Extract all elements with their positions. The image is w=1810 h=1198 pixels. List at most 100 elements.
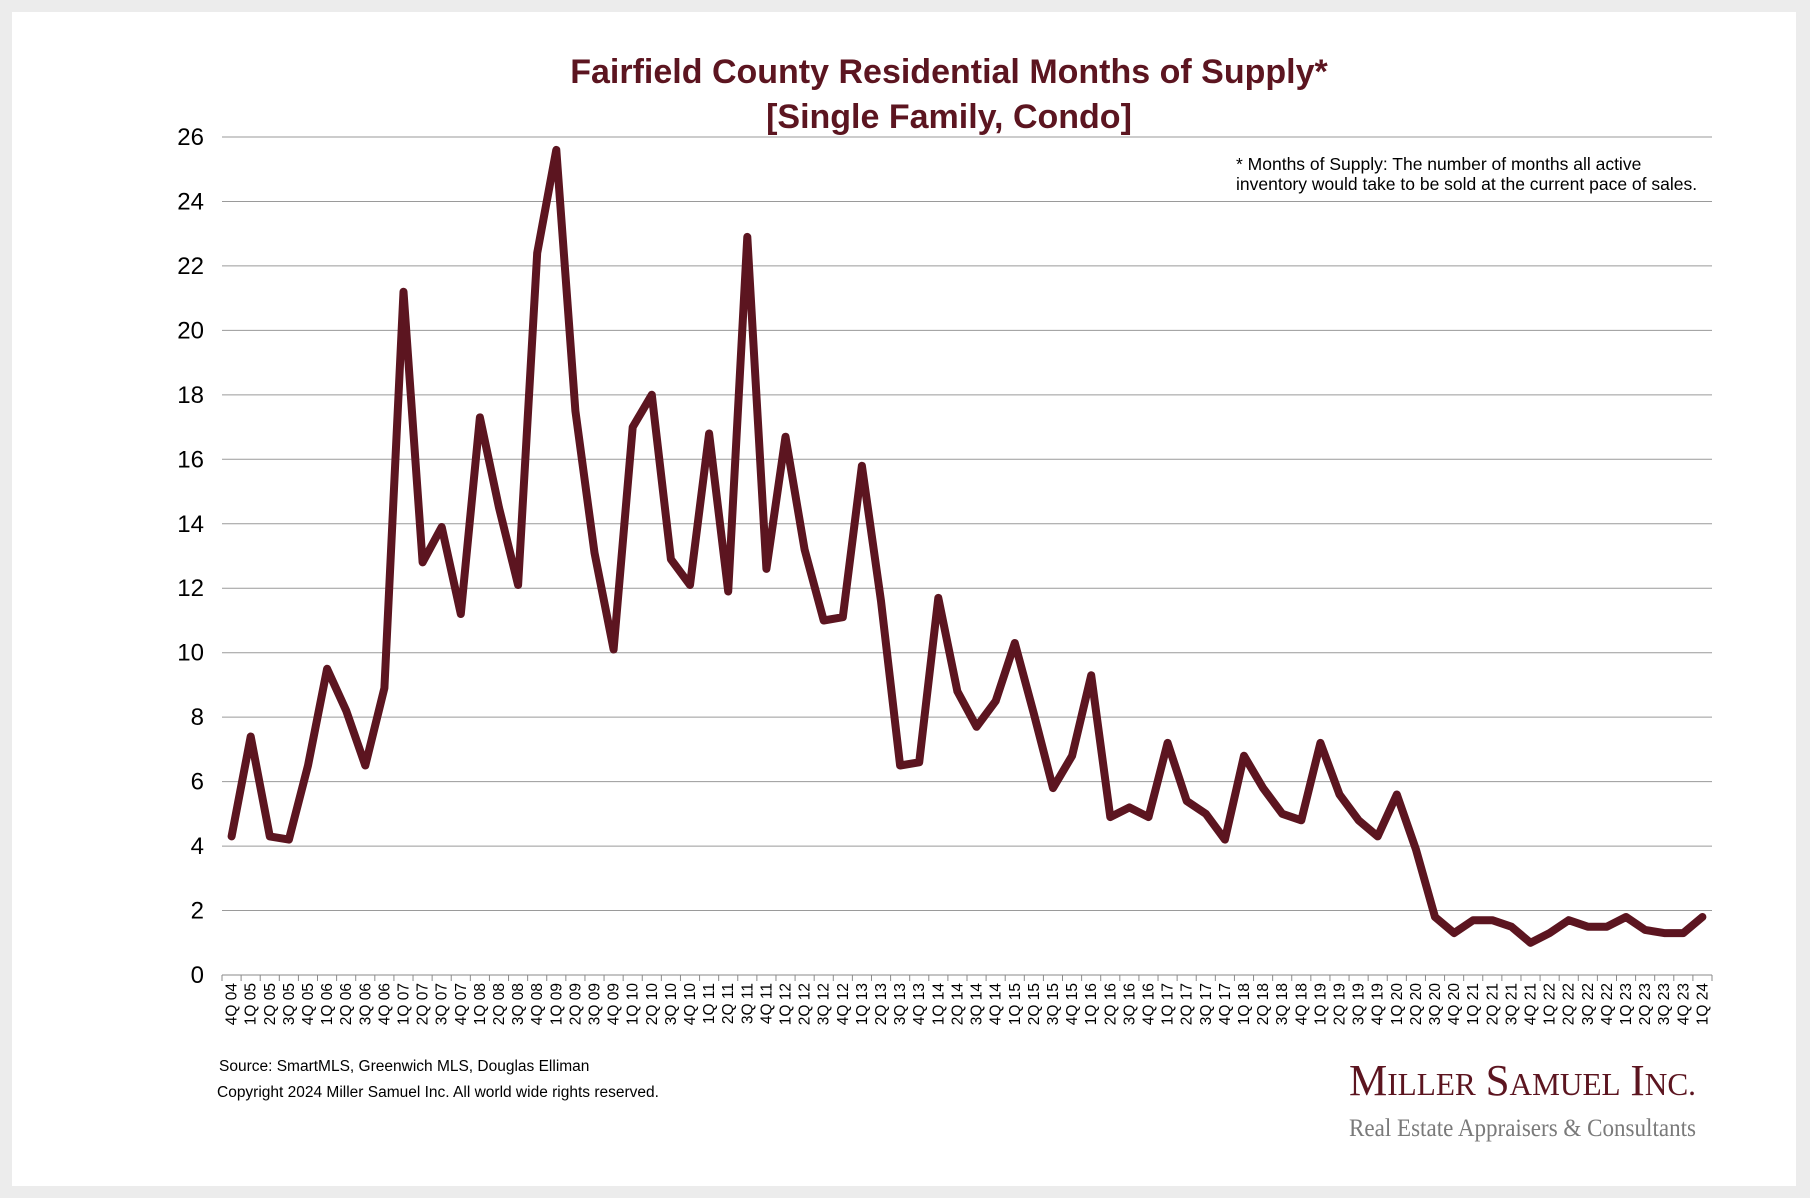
x-tick-label: 4Q 22 xyxy=(1599,983,1616,1025)
y-tick-label: 8 xyxy=(191,704,204,731)
data-point xyxy=(325,666,330,671)
data-point xyxy=(554,147,559,152)
x-tick-label: 3Q 11 xyxy=(739,983,756,1024)
x-tick-label: 1Q 22 xyxy=(1542,983,1559,1025)
x-tick-label: 1Q 08 xyxy=(472,983,489,1025)
data-point xyxy=(1337,792,1342,797)
x-tick-label: 4Q 10 xyxy=(682,983,699,1026)
chart-frame: Fairfield County Residential Months of S… xyxy=(12,12,1796,1186)
data-point xyxy=(1070,753,1075,758)
x-tick-label: 3Q 18 xyxy=(1274,983,1291,1025)
data-point xyxy=(1203,811,1208,816)
y-tick-label: 12 xyxy=(177,575,204,602)
x-tick-label: 1Q 20 xyxy=(1389,983,1406,1026)
x-tick-label: 4Q 16 xyxy=(1140,983,1157,1025)
x-tick-label: 1Q 14 xyxy=(930,983,947,1026)
x-tick-label: 3Q 20 xyxy=(1427,983,1444,1026)
data-point xyxy=(1108,815,1113,820)
data-point xyxy=(917,760,922,765)
data-point xyxy=(1681,931,1686,936)
data-point xyxy=(783,434,788,439)
x-tick-label: 3Q 06 xyxy=(357,983,374,1025)
data-point xyxy=(1662,931,1667,936)
data-point xyxy=(1299,818,1304,823)
data-point xyxy=(1165,740,1170,745)
x-tick-label: 4Q 17 xyxy=(1217,983,1234,1025)
x-tick-label: 1Q 09 xyxy=(548,983,565,1025)
x-tick-label: 1Q 12 xyxy=(778,983,795,1025)
x-tick-label: 4Q 11 xyxy=(758,983,775,1024)
data-point xyxy=(668,557,673,562)
x-tick-label: 2Q 13 xyxy=(873,983,890,1025)
data-points xyxy=(229,147,1705,945)
data-point xyxy=(573,408,578,413)
x-tick-label: 1Q 06 xyxy=(319,983,336,1025)
data-point xyxy=(821,618,826,623)
data-point xyxy=(363,763,368,768)
x-tick-label: 4Q 20 xyxy=(1446,983,1463,1026)
data-point xyxy=(1643,927,1648,932)
data-point xyxy=(707,431,712,436)
data-point xyxy=(1413,847,1418,852)
x-tick-label: 3Q 21 xyxy=(1503,983,1520,1025)
y-tick-label: 18 xyxy=(177,382,204,409)
y-tick-label: 14 xyxy=(177,511,204,538)
data-point xyxy=(248,734,253,739)
data-point xyxy=(458,612,463,617)
data-point xyxy=(439,524,444,529)
data-point xyxy=(1280,811,1285,816)
data-point xyxy=(955,689,960,694)
data-point xyxy=(1318,740,1323,745)
x-tick-label: 3Q 09 xyxy=(587,983,604,1025)
x-tick-label: 3Q 08 xyxy=(510,983,527,1025)
data-point xyxy=(1490,918,1495,923)
x-tick-label: 1Q 24 xyxy=(1694,983,1711,1026)
x-tick-label: 4Q 06 xyxy=(376,983,393,1025)
x-tick-label: 4Q 23 xyxy=(1675,983,1692,1025)
x-axis-ticks: 4Q 04 1Q 05 2Q 05 3Q 05 4Q 05 1Q 06 2Q 06 3Q 06… xyxy=(221,975,1713,1026)
data-point xyxy=(267,834,272,839)
x-tick-label: 2Q 17 xyxy=(1179,983,1196,1025)
x-tick-label: 1Q 19 xyxy=(1312,983,1329,1025)
months-of-supply-chart: Fairfield County Residential Months of S… xyxy=(177,53,1713,1142)
x-tick-label: 1Q 07 xyxy=(395,983,412,1025)
data-point xyxy=(1585,924,1590,929)
x-tick-label: 1Q 23 xyxy=(1618,983,1635,1025)
data-point xyxy=(496,505,501,510)
data-point xyxy=(1471,918,1476,923)
data-point xyxy=(1356,818,1361,823)
copyright-note: Copyright 2024 Miller Samuel Inc. All wo… xyxy=(217,1084,659,1101)
data-point xyxy=(420,560,425,565)
data-point xyxy=(630,425,635,430)
x-tick-label: 2Q 09 xyxy=(567,983,584,1025)
y-tick-label: 16 xyxy=(177,446,204,473)
y-tick-label: 2 xyxy=(191,898,204,925)
data-point xyxy=(382,686,387,691)
data-point xyxy=(477,415,482,420)
annotation-line-1: * Months of Supply: The number of months… xyxy=(1236,154,1641,174)
data-point xyxy=(1241,753,1246,758)
data-point xyxy=(1261,786,1266,791)
x-tick-label: 2Q 06 xyxy=(338,983,355,1025)
series-line-months-of-supply xyxy=(227,145,1707,947)
data-point xyxy=(936,595,941,600)
x-tick-label: 3Q 13 xyxy=(892,983,909,1025)
data-point xyxy=(1050,786,1055,791)
x-tick-label: 2Q 23 xyxy=(1637,983,1654,1025)
data-point xyxy=(611,647,616,652)
data-point xyxy=(1012,641,1017,646)
x-tick-label: 1Q 15 xyxy=(1007,983,1024,1025)
x-tick-label: 1Q 16 xyxy=(1083,983,1100,1025)
data-point xyxy=(1375,834,1380,839)
data-point xyxy=(1394,792,1399,797)
miller-samuel-logo: MILLER SAMUEL INC. xyxy=(1349,1056,1696,1105)
data-point xyxy=(649,392,654,397)
x-tick-label: 3Q 14 xyxy=(969,983,986,1026)
x-tick-label: 1Q 11 xyxy=(701,983,718,1024)
data-point xyxy=(840,615,845,620)
x-tick-label: 3Q 12 xyxy=(816,983,833,1025)
data-point xyxy=(1222,837,1227,842)
x-tick-label: 3Q 07 xyxy=(434,983,451,1025)
data-point xyxy=(745,234,750,239)
